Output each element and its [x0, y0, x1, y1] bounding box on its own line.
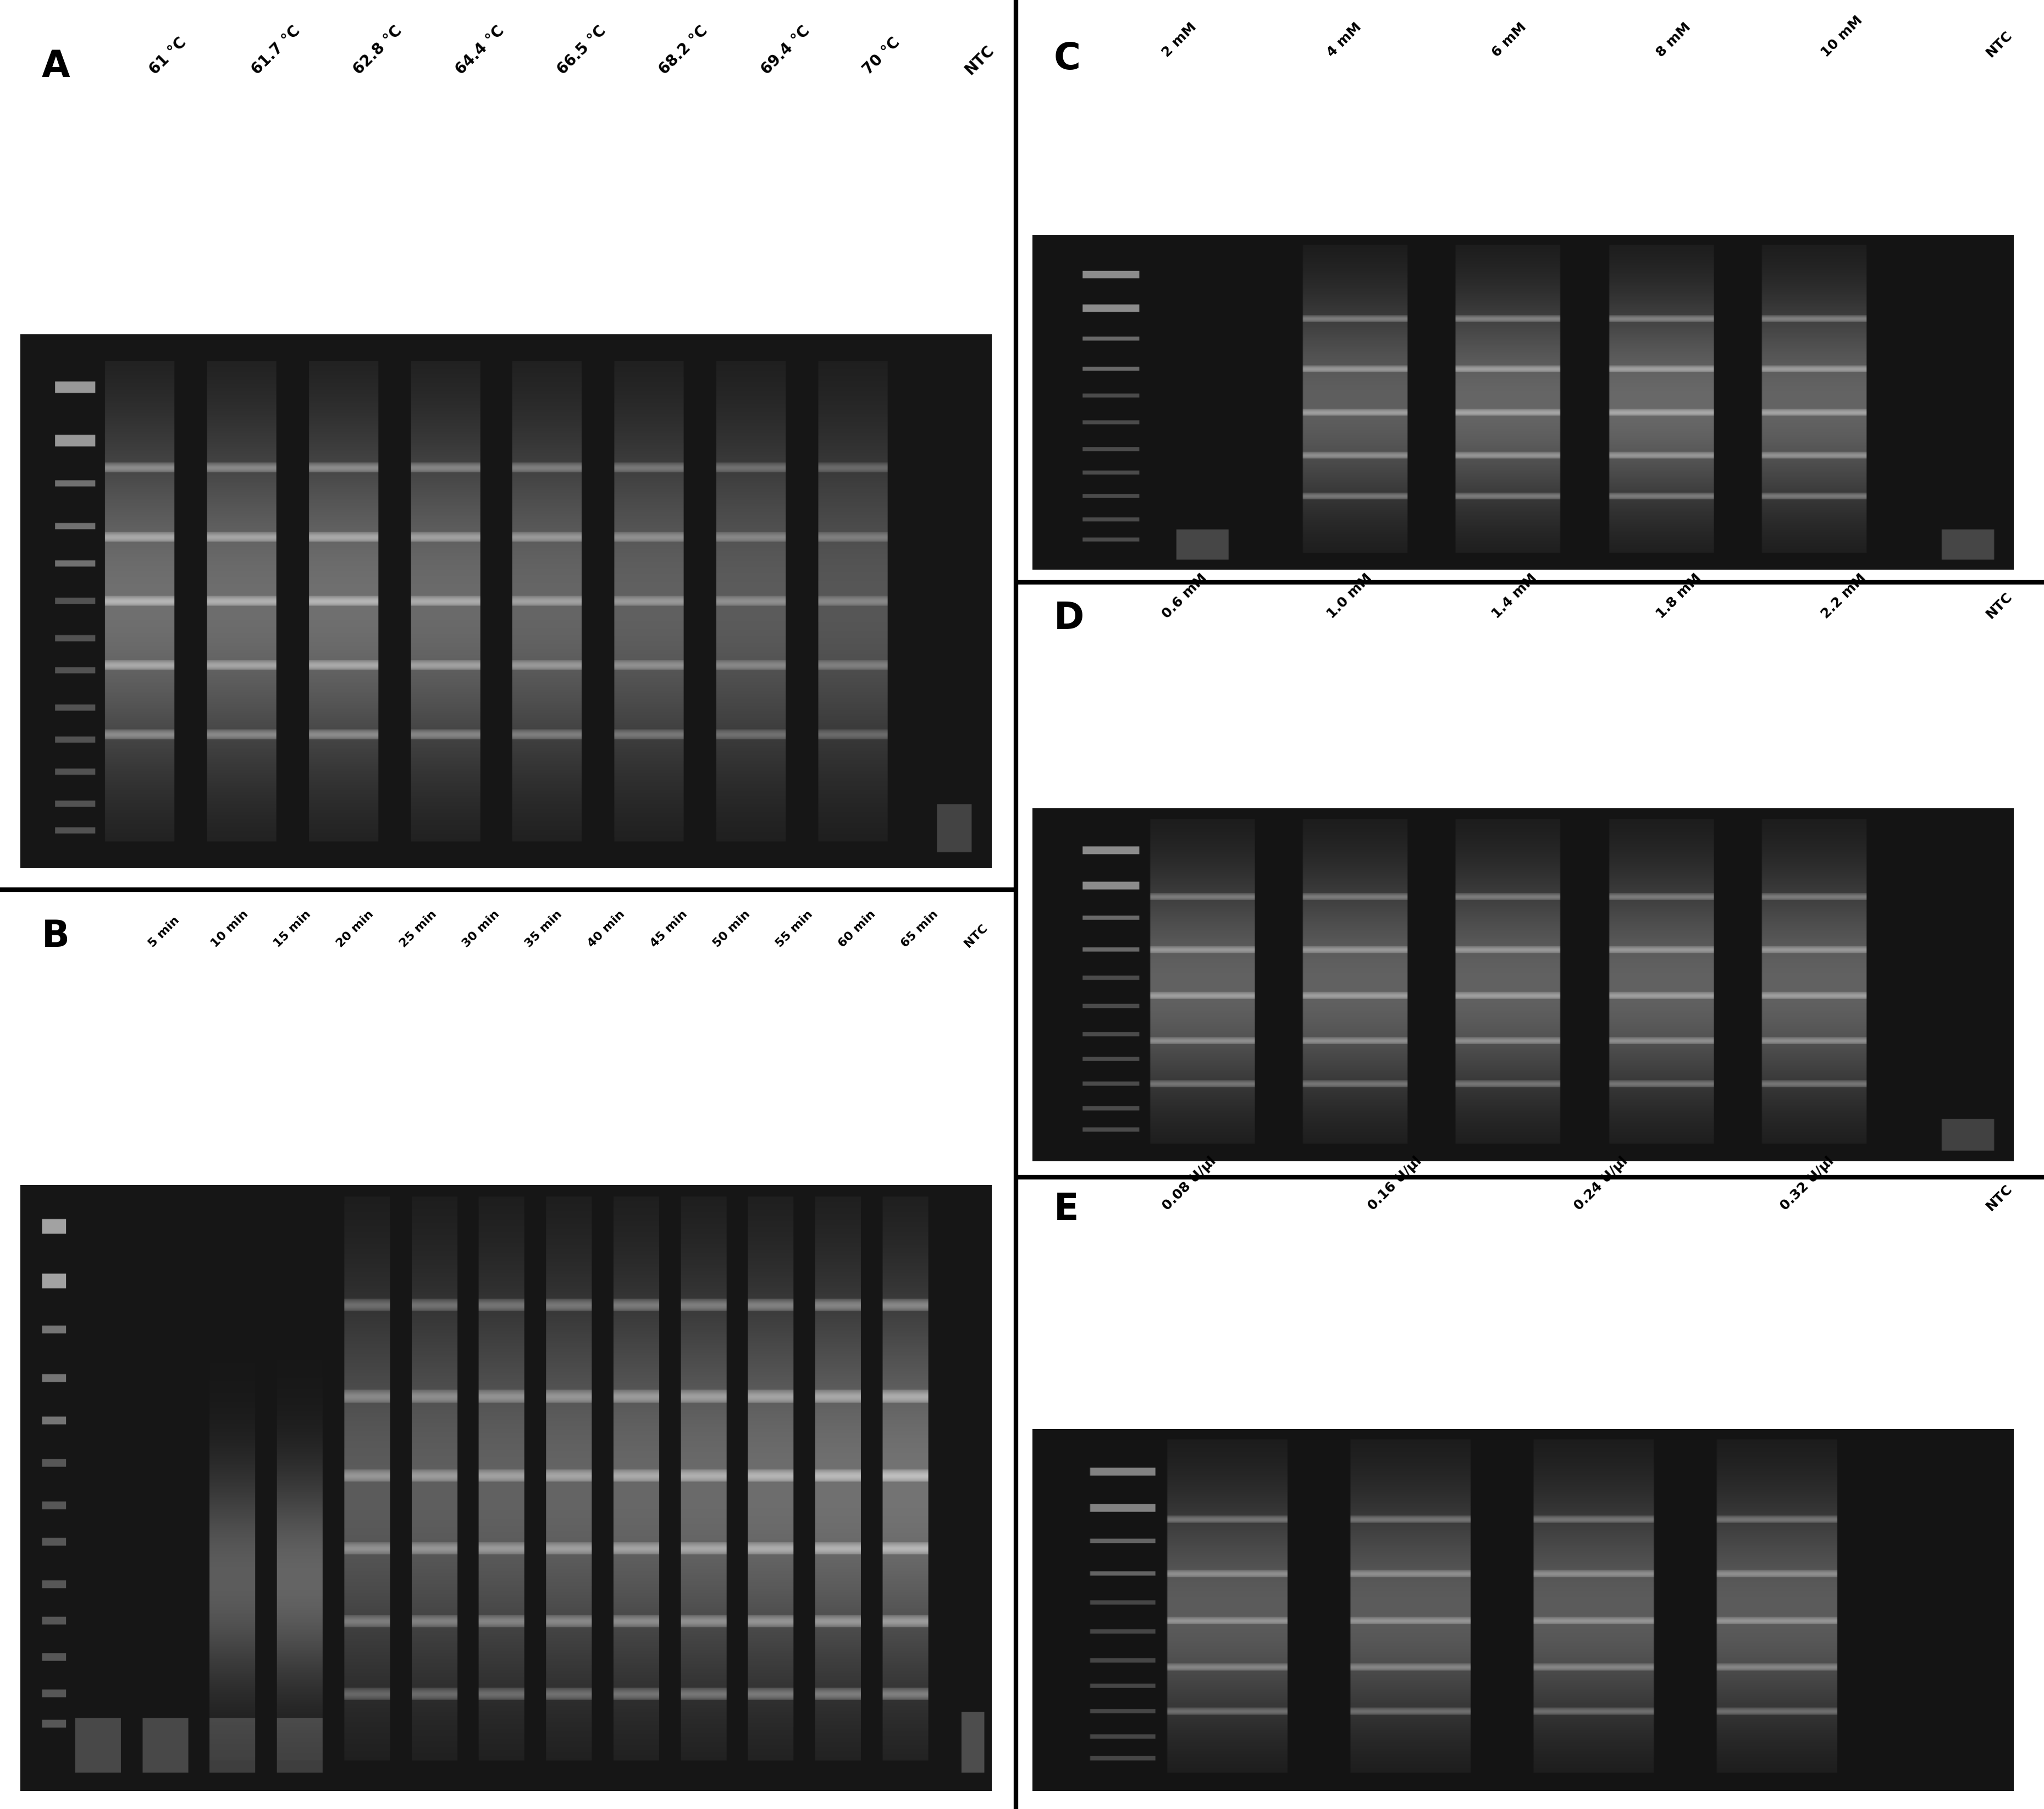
Text: M: M: [47, 1632, 74, 1657]
Text: NTC: NTC: [963, 42, 997, 78]
Text: 20 min: 20 min: [335, 908, 376, 950]
Text: 8 mM: 8 mM: [1654, 20, 1694, 60]
Text: 1.0 mM: 1.0 mM: [1325, 572, 1374, 620]
Text: NTC: NTC: [1985, 1181, 2015, 1212]
Text: 68.2 °C: 68.2 °C: [656, 24, 711, 78]
Text: 62.8 °C: 62.8 °C: [350, 24, 405, 78]
Text: 0.08 U/µl: 0.08 U/µl: [1159, 1154, 1218, 1212]
Text: 0.32 U/µl: 0.32 U/µl: [1778, 1154, 1836, 1212]
Text: 61.7 °C: 61.7 °C: [249, 24, 303, 78]
Text: 5 min: 5 min: [147, 914, 182, 950]
Text: M: M: [1061, 1670, 1085, 1695]
Text: 50 min: 50 min: [711, 908, 752, 950]
Text: 65 min: 65 min: [899, 908, 940, 950]
Text: 60 min: 60 min: [836, 908, 877, 950]
Text: 40 min: 40 min: [587, 908, 628, 950]
Text: 35 min: 35 min: [523, 908, 564, 950]
Text: 69.4 °C: 69.4 °C: [758, 24, 814, 78]
Text: C: C: [1055, 40, 1081, 78]
Text: M: M: [1061, 1047, 1085, 1073]
Text: 64.4 °C: 64.4 °C: [452, 24, 507, 78]
Text: 70 °C: 70 °C: [861, 34, 903, 78]
Text: 1.4 mM: 1.4 mM: [1490, 572, 1539, 620]
Text: A: A: [41, 49, 69, 85]
Text: 66.5 °C: 66.5 °C: [554, 24, 609, 78]
Text: 45 min: 45 min: [648, 908, 689, 950]
Text: 2.2 mM: 2.2 mM: [1819, 572, 1868, 620]
Text: D: D: [1055, 601, 1083, 637]
Text: 0.6 mM: 0.6 mM: [1159, 572, 1210, 620]
Text: 10 min: 10 min: [208, 908, 251, 950]
Text: 6 mM: 6 mM: [1490, 20, 1529, 60]
Text: 55 min: 55 min: [775, 908, 816, 950]
Text: NTC: NTC: [963, 923, 989, 950]
Text: 2 mM: 2 mM: [1159, 20, 1200, 60]
Text: NTC: NTC: [1985, 29, 2015, 60]
Text: 30 min: 30 min: [460, 908, 501, 950]
Text: E: E: [1055, 1192, 1079, 1228]
Text: 15 min: 15 min: [272, 908, 313, 950]
Text: 10 mM: 10 mM: [1819, 13, 1866, 60]
Text: 4 mM: 4 mM: [1325, 20, 1363, 60]
Text: B: B: [41, 917, 69, 953]
Text: M: M: [1061, 461, 1085, 487]
Text: 25 min: 25 min: [399, 908, 439, 950]
Text: 0.16 U/µl: 0.16 U/µl: [1365, 1154, 1425, 1212]
Text: M: M: [47, 711, 74, 736]
Text: 0.24 U/µl: 0.24 U/µl: [1572, 1154, 1631, 1212]
Text: 1.8 mM: 1.8 mM: [1654, 572, 1705, 620]
Text: NTC: NTC: [1985, 590, 2015, 620]
Text: 61 °C: 61 °C: [147, 34, 190, 78]
